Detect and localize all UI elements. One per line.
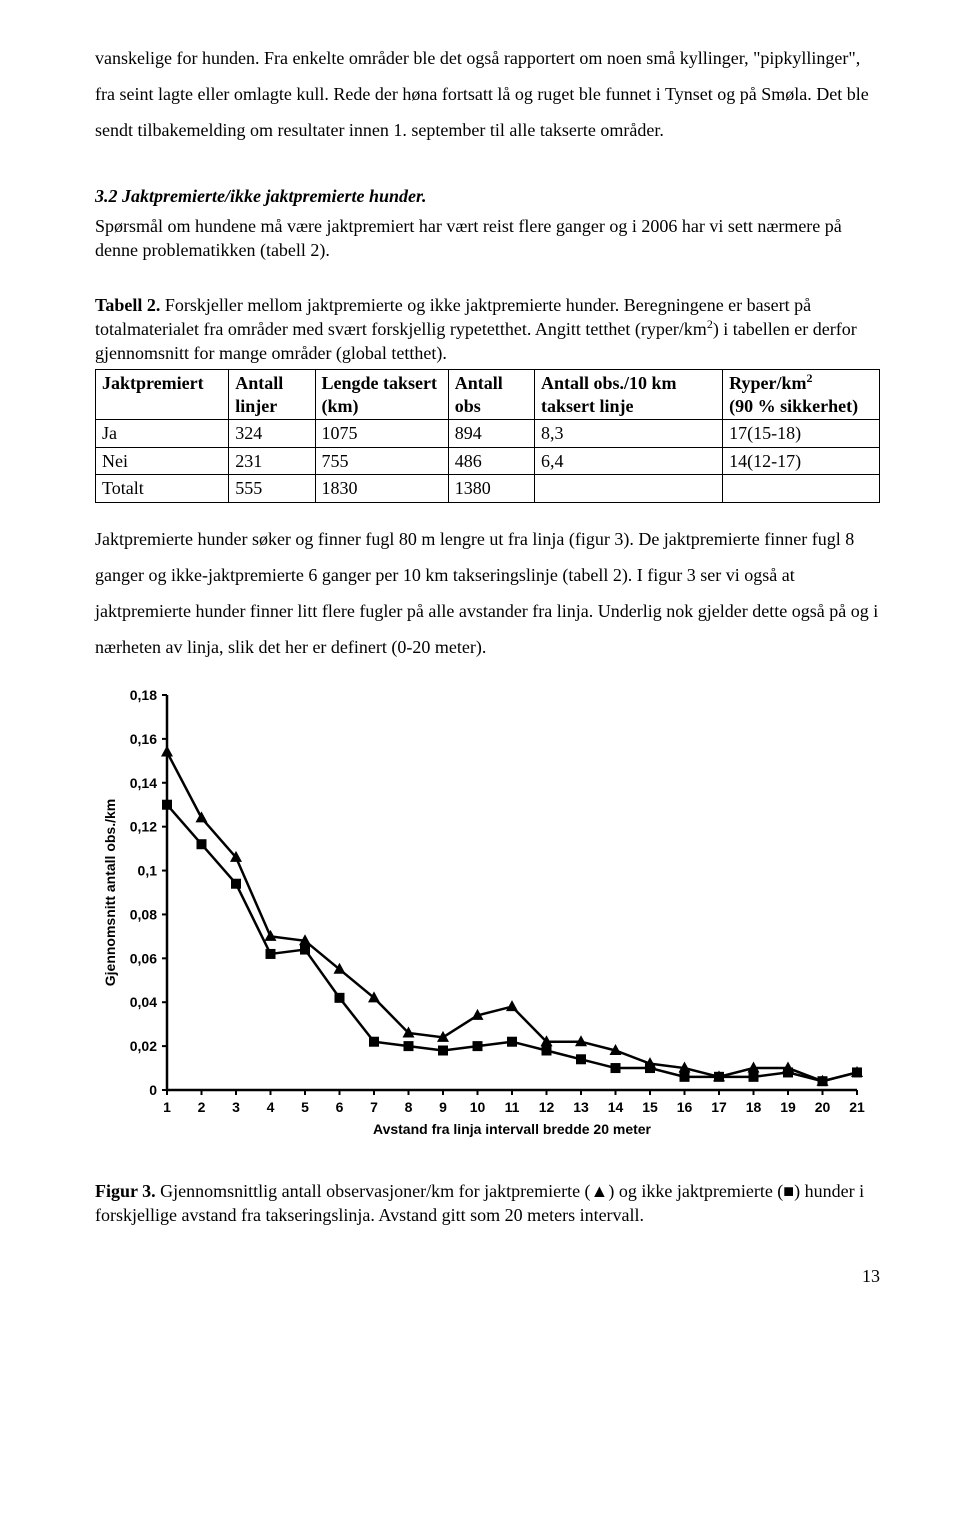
table-cell: 6,4 [535, 447, 723, 475]
svg-text:0,16: 0,16 [130, 731, 157, 747]
table-header: Jaktpremiert [96, 370, 229, 420]
paragraph-after-table: Jaktpremierte hunder søker og finner fug… [95, 521, 880, 665]
svg-text:15: 15 [642, 1099, 658, 1115]
svg-text:0,12: 0,12 [130, 819, 157, 835]
paragraph-intro: vanskelige for hunden. Fra enkelte områd… [95, 40, 880, 148]
svg-text:17: 17 [711, 1099, 727, 1115]
table-caption-label: Tabell 2. [95, 295, 160, 315]
table-cell: 1075 [315, 420, 448, 448]
table-cell: 324 [229, 420, 315, 448]
svg-text:14: 14 [608, 1099, 624, 1115]
svg-text:8: 8 [405, 1099, 413, 1115]
table-caption-text-1: Forskjeller mellom jaktpremierte og ikke… [95, 295, 811, 339]
svg-text:2: 2 [198, 1099, 206, 1115]
table-cell: 555 [229, 475, 315, 503]
figure-caption-label: Figur 3. [95, 1181, 156, 1201]
table-cell: Totalt [96, 475, 229, 503]
table-cell: 231 [229, 447, 315, 475]
table-caption: Tabell 2. Forskjeller mellom jaktpremier… [95, 293, 880, 366]
svg-text:0,14: 0,14 [130, 775, 157, 791]
figure-caption-text: Gjennomsnittlig antall observasjoner/km … [95, 1181, 864, 1225]
svg-text:12: 12 [539, 1099, 555, 1115]
svg-text:3: 3 [232, 1099, 240, 1115]
svg-text:18: 18 [746, 1099, 762, 1115]
table-header: Lengde taksert (km) [315, 370, 448, 420]
table-header: Antall obs./10 km taksert linje [535, 370, 723, 420]
table-cell [723, 475, 880, 503]
table-header: Ryper/km2 (90 % sikkerhet) [723, 370, 880, 420]
svg-text:Avstand fra linja intervall br: Avstand fra linja intervall bredde 20 me… [373, 1121, 652, 1137]
svg-text:5: 5 [301, 1099, 309, 1115]
svg-text:10: 10 [470, 1099, 486, 1115]
paragraph-section: Spørsmål om hundene må være jaktpremiert… [95, 214, 880, 263]
svg-text:1: 1 [163, 1099, 171, 1115]
svg-text:9: 9 [439, 1099, 447, 1115]
svg-text:21: 21 [849, 1099, 865, 1115]
table-cell [535, 475, 723, 503]
table-cell: 894 [448, 420, 534, 448]
svg-text:0,02: 0,02 [130, 1038, 157, 1054]
table-header: Antall linjer [229, 370, 315, 420]
svg-text:20: 20 [815, 1099, 831, 1115]
figure-caption: Figur 3. Gjennomsnittlig antall observas… [95, 1179, 880, 1228]
svg-text:0,06: 0,06 [130, 950, 157, 966]
table-cell: 14(12-17) [723, 447, 880, 475]
heading-3-2: 3.2 Jaktpremierte/ikke jaktpremierte hun… [95, 178, 880, 214]
table-2: JaktpremiertAntall linjerLengde taksert … [95, 369, 880, 503]
table-cell: 755 [315, 447, 448, 475]
svg-text:0,04: 0,04 [130, 994, 157, 1010]
svg-text:Gjennomsnitt antall obs./km: Gjennomsnitt antall obs./km [102, 799, 118, 986]
svg-text:0: 0 [149, 1082, 157, 1098]
table-cell: 17(15-18) [723, 420, 880, 448]
table-cell: Ja [96, 420, 229, 448]
page-number: 13 [95, 1258, 880, 1294]
svg-text:19: 19 [780, 1099, 796, 1115]
table-cell: 1830 [315, 475, 448, 503]
svg-text:11: 11 [505, 1099, 520, 1115]
table-cell: 486 [448, 447, 534, 475]
svg-text:13: 13 [573, 1099, 589, 1115]
svg-text:0,08: 0,08 [130, 906, 157, 922]
svg-text:7: 7 [370, 1099, 378, 1115]
svg-text:0,18: 0,18 [130, 687, 157, 703]
table-cell: Nei [96, 447, 229, 475]
svg-text:16: 16 [677, 1099, 693, 1115]
figure-3-chart: 00,020,040,060,080,10,120,140,160,181234… [95, 685, 880, 1177]
table-cell: 8,3 [535, 420, 723, 448]
svg-text:4: 4 [267, 1099, 275, 1115]
table-header: Antall obs [448, 370, 534, 420]
svg-text:0,1: 0,1 [138, 863, 158, 879]
svg-text:6: 6 [336, 1099, 344, 1115]
table-cell: 1380 [448, 475, 534, 503]
